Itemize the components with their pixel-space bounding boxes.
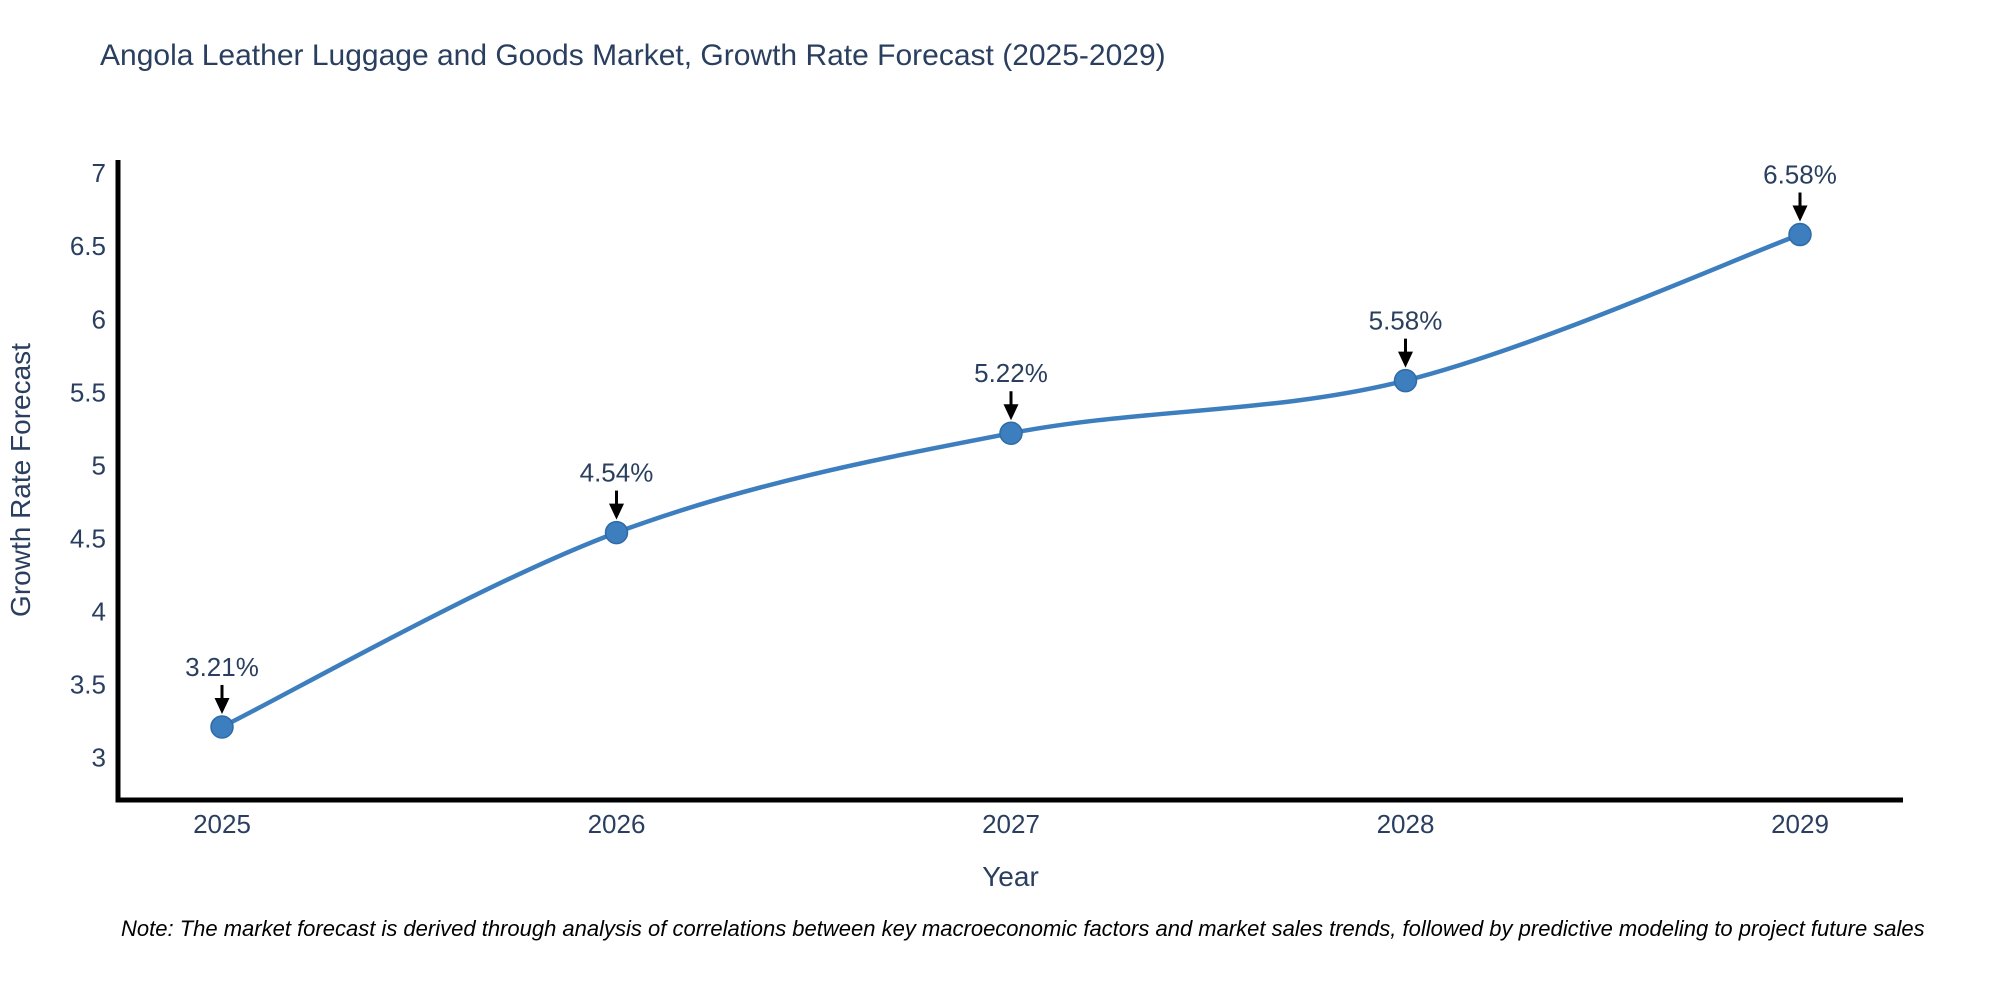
x-axis-title: Year	[982, 861, 1039, 892]
y-axis-tick-label: 4.5	[70, 523, 106, 553]
data-point-marker	[604, 520, 629, 545]
x-axis-tick-label: 2029	[1771, 809, 1829, 839]
x-axis-tick-label: 2026	[588, 809, 646, 839]
annotation-label: 4.54%	[580, 458, 654, 488]
data-point-marker	[1393, 368, 1418, 393]
chart-title: Angola Leather Luggage and Goods Market,…	[100, 39, 1166, 72]
annotation-arrow-head	[1003, 404, 1019, 421]
y-axis-tick-label: 5	[92, 450, 106, 480]
y-axis-tick-label: 7	[92, 158, 106, 188]
annotation-arrow-head	[214, 697, 230, 714]
x-axis-tick-label: 2028	[1377, 809, 1435, 839]
series-line	[219, 232, 1803, 730]
footnote: Note: The market forecast is derived thr…	[121, 916, 1925, 941]
data-point-marker	[999, 421, 1023, 445]
annotation-arrow-head	[1398, 351, 1413, 368]
annotation-arrow-head	[1792, 205, 1808, 222]
y-axis-tick-label: 3.5	[70, 670, 106, 700]
data-point-marker	[1788, 222, 1812, 247]
y-axis-tick-label: 6.5	[70, 231, 106, 261]
annotation-label: 5.58%	[1369, 306, 1443, 336]
y-axis-tick-label: 6	[92, 304, 106, 334]
y-axis-tick-label: 5.5	[70, 377, 106, 407]
x-axis-tick-label: 2027	[982, 809, 1040, 839]
data-point-marker	[210, 715, 234, 739]
x-axis-tick-label: 2025	[193, 809, 251, 839]
y-axis-title: Growth Rate Forecast	[5, 343, 36, 617]
annotation-label: 3.21%	[185, 652, 259, 682]
y-axis-tick-label: 3	[92, 743, 106, 773]
annotation-label: 5.22%	[974, 358, 1048, 388]
annotation-label: 6.58%	[1763, 160, 1837, 190]
annotation-arrow-head	[609, 503, 624, 520]
y-axis-tick-label: 4	[92, 597, 106, 627]
